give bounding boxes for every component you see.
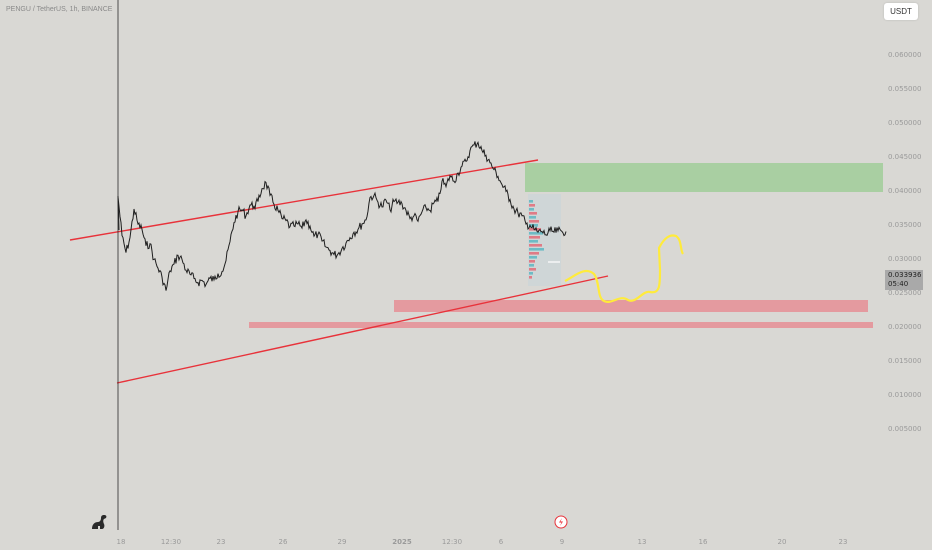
x-tick-label: 12:30 <box>442 538 462 546</box>
y-tick-label: 0.035000 <box>888 221 921 229</box>
bar-countdown: 05:40 <box>888 280 909 288</box>
current-price-tag: 0.033936 05:40 <box>885 270 923 290</box>
volume-profile-bar <box>529 212 537 215</box>
projection-path[interactable] <box>564 234 684 303</box>
volume-profile-bar <box>529 220 539 223</box>
y-tick-label: 0.015000 <box>888 357 921 365</box>
volume-profile-bar <box>529 216 536 219</box>
x-tick-label: 29 <box>338 538 347 546</box>
channel-lower-line[interactable] <box>116 275 609 384</box>
x-tick-label: 20 <box>778 538 787 546</box>
y-tick-label: 0.010000 <box>888 391 921 399</box>
y-tick-label: 0.055000 <box>888 85 921 93</box>
volume-profile-bar <box>529 272 533 275</box>
current-price-value: 0.033936 <box>888 271 922 279</box>
x-tick-label: 12:30 <box>161 538 181 546</box>
volume-profile-bar <box>529 268 536 271</box>
x-tick-label: 6 <box>499 538 504 546</box>
volume-profile-bar <box>529 244 542 247</box>
volume-profile-bar <box>529 232 543 235</box>
volume-profile-bar <box>529 252 539 255</box>
volume-profile-bar <box>529 236 540 239</box>
upper-support-zone[interactable] <box>394 300 868 312</box>
flash-icon[interactable] <box>554 515 568 529</box>
volume-profile-bar <box>529 248 544 251</box>
symbol-title: PENGU / TetherUS, 1h, BINANCE <box>6 6 113 13</box>
volume-profile-bar <box>529 264 534 267</box>
volume-profile <box>529 200 544 279</box>
y-axis: 0.060000 0.055000 0.050000 0.045000 0.040000… <box>888 51 921 433</box>
volume-profile-bar <box>529 200 533 203</box>
currency-button[interactable]: USDT <box>884 3 918 20</box>
x-tick-label: 2025 <box>392 538 412 546</box>
y-tick-label: 0.040000 <box>888 187 921 195</box>
y-tick-label: 0.050000 <box>888 119 921 127</box>
lower-support-zone[interactable] <box>249 322 873 328</box>
x-tick-label: 23 <box>839 538 848 546</box>
x-tick-label: 13 <box>638 538 647 546</box>
y-tick-label: 0.060000 <box>888 51 921 59</box>
volume-profile-bar <box>529 204 535 207</box>
x-axis: 18 12:30 23 26 29 2025 12:30 6 9 13 16 20 23 <box>117 538 848 546</box>
y-tick-label: 0.005000 <box>888 425 921 433</box>
x-tick-label: 16 <box>699 538 708 546</box>
price-series-line <box>117 140 567 291</box>
y-tick-label: 0.020000 <box>888 323 921 331</box>
volume-profile-bar <box>529 208 534 211</box>
x-tick-label: 23 <box>217 538 226 546</box>
volume-profile-bar <box>529 260 535 263</box>
volume-profile-bar <box>529 240 538 243</box>
x-tick-label: 18 <box>117 538 126 546</box>
volume-profile-bar <box>529 276 532 279</box>
dino-logo-icon[interactable] <box>90 513 108 531</box>
x-tick-label: 26 <box>279 538 288 546</box>
y-tick-label: 0.030000 <box>888 255 921 263</box>
target-zone[interactable] <box>525 163 883 192</box>
volume-profile-bar <box>529 256 537 259</box>
y-tick-label: 0.045000 <box>888 153 921 161</box>
y-tick-label: 0.025000 <box>888 289 921 297</box>
x-tick-label: 9 <box>560 538 564 546</box>
